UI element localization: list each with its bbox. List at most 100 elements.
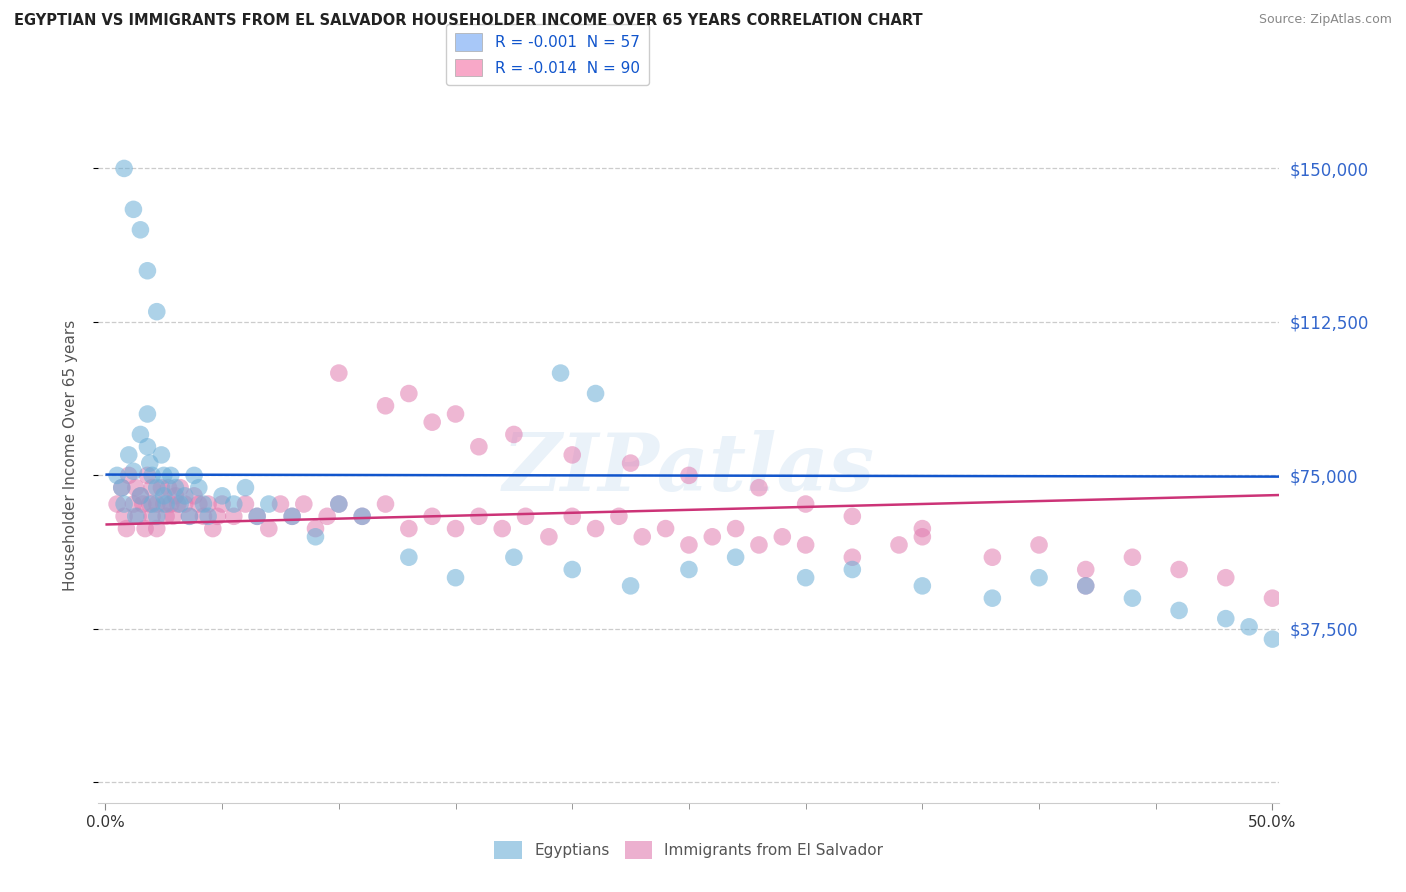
Point (118, 468, 141, 483)
Point (162, 509, 184, 524)
Point (398, 386, 420, 401)
Point (654, 522, 676, 536)
Point (1074, 562, 1097, 576)
Point (152, 468, 174, 483)
Point (1168, 603, 1191, 617)
Point (561, 509, 583, 524)
Point (537, 530, 560, 544)
Point (115, 522, 138, 536)
Point (748, 538, 770, 552)
Point (159, 497, 181, 511)
Point (420, 509, 443, 524)
Point (139, 497, 162, 511)
Point (678, 538, 700, 552)
Point (127, 509, 149, 524)
Point (794, 571, 817, 585)
Point (316, 509, 339, 524)
Point (141, 497, 163, 511)
Point (911, 522, 934, 536)
Point (112, 161, 135, 176)
Point (1215, 571, 1237, 585)
Point (146, 509, 169, 524)
Point (187, 497, 209, 511)
Point (257, 522, 280, 536)
Point (197, 509, 219, 524)
Point (146, 481, 169, 495)
Point (841, 550, 863, 565)
Point (155, 497, 177, 511)
Legend: Egyptians, Immigrants from El Salvador: Egyptians, Immigrants from El Salvador (488, 835, 890, 864)
Point (146, 522, 169, 536)
Point (173, 497, 195, 511)
Point (139, 456, 162, 470)
Point (129, 427, 152, 442)
Point (1237, 620, 1260, 634)
Point (136, 440, 159, 454)
Point (150, 448, 173, 462)
Point (122, 202, 145, 217)
Point (724, 522, 747, 536)
Point (150, 481, 173, 495)
Point (841, 562, 863, 576)
Point (235, 481, 257, 495)
Point (1121, 550, 1143, 565)
Point (702, 530, 724, 544)
Point (152, 489, 174, 503)
Point (105, 468, 128, 483)
Point (211, 489, 233, 503)
Point (193, 509, 215, 524)
Point (129, 223, 152, 237)
Point (328, 497, 350, 511)
Point (292, 497, 315, 511)
Point (201, 522, 224, 536)
Point (304, 530, 326, 544)
Point (207, 509, 229, 524)
Point (136, 468, 159, 483)
Point (134, 522, 156, 536)
Point (179, 509, 201, 524)
Point (887, 538, 910, 552)
Point (841, 509, 863, 524)
Point (724, 550, 747, 565)
Point (111, 481, 134, 495)
Point (981, 591, 1004, 606)
Point (269, 497, 291, 511)
Point (165, 489, 187, 503)
Point (118, 448, 141, 462)
Point (1074, 579, 1097, 593)
Point (136, 264, 159, 278)
Point (981, 550, 1004, 565)
Point (607, 509, 630, 524)
Point (141, 468, 163, 483)
Point (911, 530, 934, 544)
Point (1215, 612, 1237, 626)
Point (515, 509, 537, 524)
Point (197, 497, 219, 511)
Point (159, 468, 181, 483)
Point (146, 304, 169, 318)
Point (122, 464, 145, 478)
Point (585, 522, 607, 536)
Point (502, 550, 524, 565)
Point (246, 509, 269, 524)
Point (304, 522, 326, 536)
Point (169, 497, 191, 511)
Point (179, 509, 201, 524)
Point (619, 456, 641, 470)
Point (1028, 571, 1050, 585)
Point (257, 497, 280, 511)
Point (132, 497, 155, 511)
Point (1121, 591, 1143, 606)
Point (398, 550, 420, 565)
Point (125, 481, 148, 495)
Point (911, 579, 934, 593)
Point (491, 522, 513, 536)
Point (235, 497, 257, 511)
Point (678, 562, 700, 576)
Point (468, 440, 491, 454)
Point (585, 386, 607, 401)
Point (550, 366, 572, 380)
Point (187, 481, 209, 495)
Point (165, 481, 187, 495)
Point (152, 497, 174, 511)
